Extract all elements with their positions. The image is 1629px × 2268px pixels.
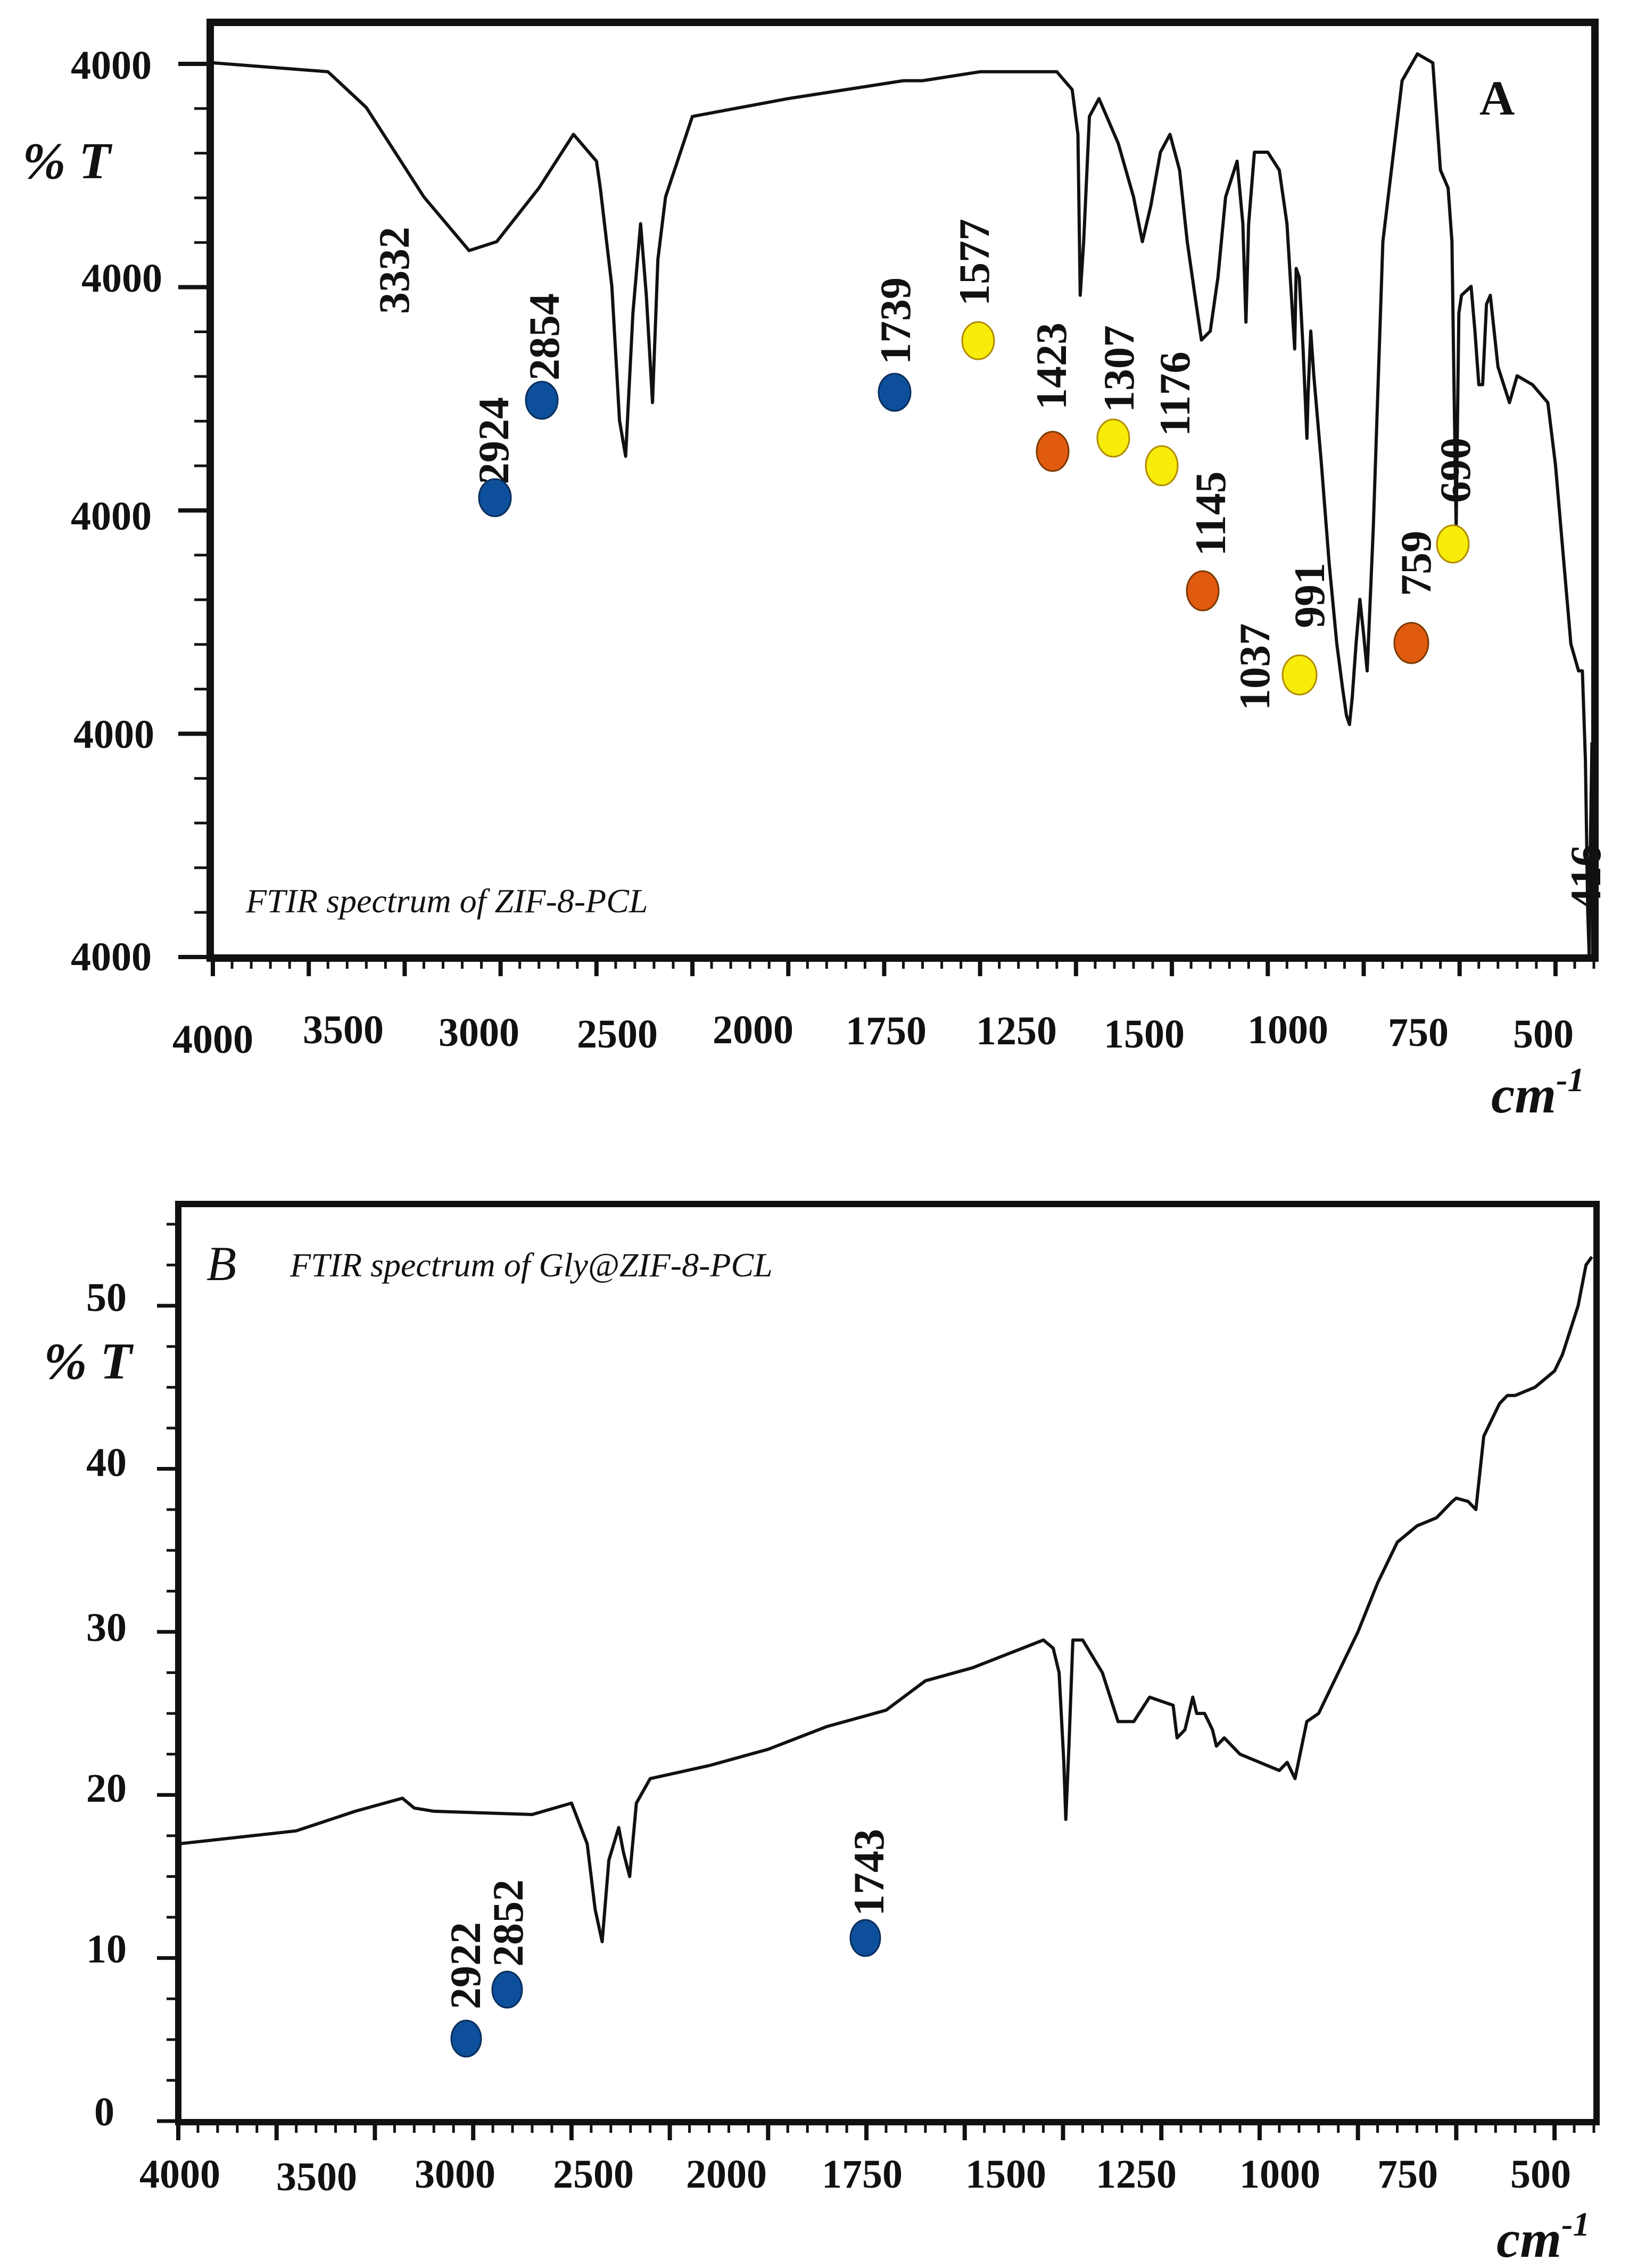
panel-a-y-tick-label: 4000	[71, 43, 152, 88]
panel-b-y-ticks	[157, 1223, 178, 2123]
panel-a-title: FTIR spectrum of ZIF-8-PCL	[245, 882, 648, 920]
panel-a-x-tick-label: 500	[1513, 1012, 1574, 1057]
peak-marker-yellow	[961, 321, 995, 360]
panel-a-spectrum-line	[212, 52, 1594, 959]
panel-a-peak-label: 1307	[1095, 325, 1143, 413]
panel-b-plot-frame	[175, 1201, 1600, 2125]
panel-b-peak-markers	[450, 1919, 881, 2058]
peak-marker-yellow	[1096, 418, 1130, 458]
panel-a-y-ticks	[178, 62, 210, 959]
panel-b-x-tick-label: 3000	[415, 2152, 495, 2197]
panel-a-x-tick-label: 750	[1388, 1010, 1449, 1055]
panel-a-peak-label: 759	[1392, 531, 1440, 596]
panel-a: 4000 3500 3000 2500 2000 1750 1250 1500 …	[22, 19, 1610, 1124]
peak-marker-blue	[450, 2019, 482, 2058]
panel-a-peak-label: 1037	[1230, 623, 1279, 711]
panel-a-label: A	[1479, 71, 1515, 125]
panel-a-plot-frame	[206, 19, 1599, 962]
peak-marker-yellow	[1281, 654, 1318, 696]
panel-a-peak-label: 1145	[1186, 472, 1235, 556]
panel-a-x-tick-label: 1750	[846, 1009, 927, 1053]
panel-b-title: FTIR spectrum of Gly@ZIF-8-PCL	[290, 1246, 773, 1284]
panel-b-x-tick-label: 500	[1510, 2152, 1571, 2197]
panel-b-x-tick-label: 1250	[1096, 2152, 1177, 2197]
panel-a-peak-label: 1739	[871, 277, 920, 365]
panel-b-peak-label: 2852	[484, 1879, 532, 1967]
panel-a-y-tick-label: 4000	[71, 935, 152, 979]
panel-a-peak-label: 2924	[469, 397, 518, 484]
panel-b-x-tick-label: 2500	[553, 2152, 634, 2197]
panel-a-y-axis-label: % T	[22, 133, 113, 190]
peak-marker-blue	[491, 1970, 523, 2009]
panel-a-x-tick-label: 1250	[976, 1009, 1057, 1053]
panel-a-x-ticks	[211, 958, 1595, 976]
peak-marker-blue	[525, 381, 559, 420]
panel-b-x-tick-label: 3500	[276, 2155, 357, 2199]
panel-b-y-tick-label: 10	[86, 1927, 127, 1972]
panel-a-x-tick-label: 1500	[1104, 1012, 1185, 1057]
panel-b-x-tick-label: 1000	[1239, 2152, 1320, 2197]
panel-b-y-tick-label: 0	[94, 2090, 114, 2134]
peak-marker-blue	[478, 478, 512, 517]
panel-a-x-tick-label: 4000	[172, 1017, 253, 1062]
peak-marker-yellow	[1145, 445, 1179, 486]
panel-a-x-tick-label: 3000	[439, 1010, 519, 1055]
peak-marker-orange	[1036, 431, 1070, 472]
panel-a-x-tick-label: 3500	[303, 1008, 384, 1052]
peak-marker-blue	[849, 1919, 881, 1957]
panel-b-y-tick-label: 50	[86, 1275, 127, 1320]
panel-a-peak-label: 1577	[950, 219, 998, 306]
panel-b-x-tick-label: 4000	[139, 2152, 220, 2197]
panel-b-x-tick-label: 2000	[686, 2152, 767, 2197]
peak-marker-orange	[1393, 622, 1429, 664]
panel-a-y-tick-label: 4000	[71, 494, 152, 539]
panel-a-x-tick-label: 1000	[1247, 1008, 1328, 1052]
peak-marker-yellow	[1436, 524, 1470, 564]
panel-a-x-axis-unit: cm-1	[1491, 1061, 1584, 1124]
peak-marker-orange	[1186, 570, 1220, 612]
panel-a-peak-label: 3332	[370, 227, 418, 314]
panel-b-y-tick-label: 30	[86, 1605, 127, 1650]
panel-b-label: B	[206, 1236, 236, 1291]
panel-b-y-axis-label: % T	[44, 1333, 134, 1390]
panel-a-peak-label: 1176	[1151, 352, 1199, 436]
panel-b-y-tick-label: 40	[86, 1440, 127, 1485]
panel-b-x-tick-label: 1500	[965, 2152, 1046, 2197]
panel-a-peak-label: 690	[1431, 438, 1479, 503]
panel-a-peak-markers	[478, 321, 1470, 696]
peak-marker-blue	[878, 373, 912, 412]
panel-b-x-tick-label: 750	[1377, 2152, 1438, 2197]
panel-b-x-tick-label: 1750	[822, 2152, 903, 2197]
panel-a-peak-label: 1423	[1027, 323, 1076, 410]
panel-a-peak-label: 416	[1561, 845, 1610, 910]
panel-a-peak-label: 991	[1285, 563, 1334, 628]
panel-a-peak-label: 2854	[520, 293, 568, 381]
panel-a-x-tick-label: 2500	[577, 1012, 658, 1057]
panel-a-x-tick-label: 2000	[713, 1008, 793, 1052]
panel-b-y-tick-label: 20	[86, 1766, 127, 1811]
panel-a-y-tick-label: 4000	[73, 712, 154, 757]
panel-b-peak-label: 2922	[441, 1922, 490, 2009]
panel-b-x-axis-unit: cm-1	[1496, 2205, 1590, 2268]
panel-b-peak-label: 1743	[845, 1829, 893, 1916]
panel-b-x-ticks	[176, 2122, 1595, 2140]
panel-b-spectrum-line	[178, 1256, 1593, 1943]
panel-a-y-tick-label: 4000	[81, 256, 162, 301]
panel-b: 4000 3500 3000 2500 2000 1750 1500 1250 …	[44, 1201, 1600, 2268]
